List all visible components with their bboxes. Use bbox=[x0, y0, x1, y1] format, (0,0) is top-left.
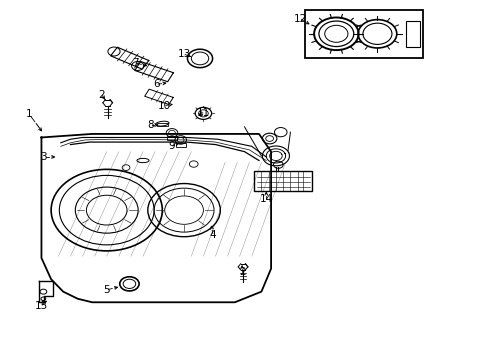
Text: 12: 12 bbox=[293, 14, 306, 24]
Bar bbox=[254, 171, 311, 191]
Text: 6: 6 bbox=[153, 79, 160, 89]
Text: 15: 15 bbox=[35, 301, 48, 311]
Text: 14: 14 bbox=[259, 194, 272, 204]
Text: 7: 7 bbox=[132, 58, 139, 68]
Bar bbox=[176, 143, 185, 147]
Text: 8: 8 bbox=[146, 120, 153, 130]
Bar bbox=[167, 136, 177, 140]
Text: 4: 4 bbox=[209, 230, 216, 240]
Bar bbox=[157, 123, 168, 126]
Text: 11: 11 bbox=[196, 108, 210, 118]
Bar bbox=[406, 21, 419, 47]
Text: 9: 9 bbox=[168, 141, 175, 151]
Text: 13: 13 bbox=[177, 49, 190, 59]
Text: 3: 3 bbox=[41, 152, 47, 162]
Text: 2: 2 bbox=[238, 267, 245, 277]
Text: 2: 2 bbox=[99, 90, 105, 100]
Text: 10: 10 bbox=[158, 100, 171, 111]
Bar bbox=[305, 10, 423, 58]
Text: 1: 1 bbox=[26, 109, 33, 120]
Text: 5: 5 bbox=[103, 285, 110, 295]
